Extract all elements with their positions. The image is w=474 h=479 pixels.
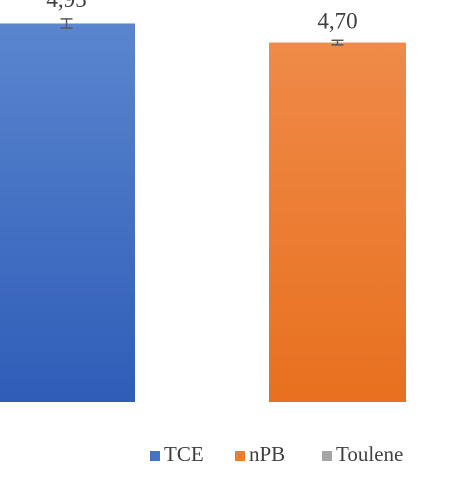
legend-swatch-npb [235,451,245,461]
legend-label-tce: TCE [164,442,204,466]
legend-swatch-tce [150,451,160,461]
bar-tce [0,23,135,403]
legend: TCE nPB Toulene [150,442,403,466]
legend-swatch-toulene [322,451,332,461]
bars [0,18,406,403]
data-label-npb: 4,70 [317,8,357,33]
legend-item-npb: nPB [235,442,285,466]
error-bar-tce [60,18,73,29]
data-labels: 4,95 4,70 [46,0,357,33]
error-bar-npb [331,39,344,46]
legend-item-tce: TCE [150,442,204,466]
bar-npb [269,42,406,403]
legend-label-toulene: Toulene [336,442,403,466]
legend-item-toulene: Toulene [322,442,403,466]
legend-label-npb: nPB [249,442,285,466]
data-label-tce: 4,95 [46,0,86,12]
